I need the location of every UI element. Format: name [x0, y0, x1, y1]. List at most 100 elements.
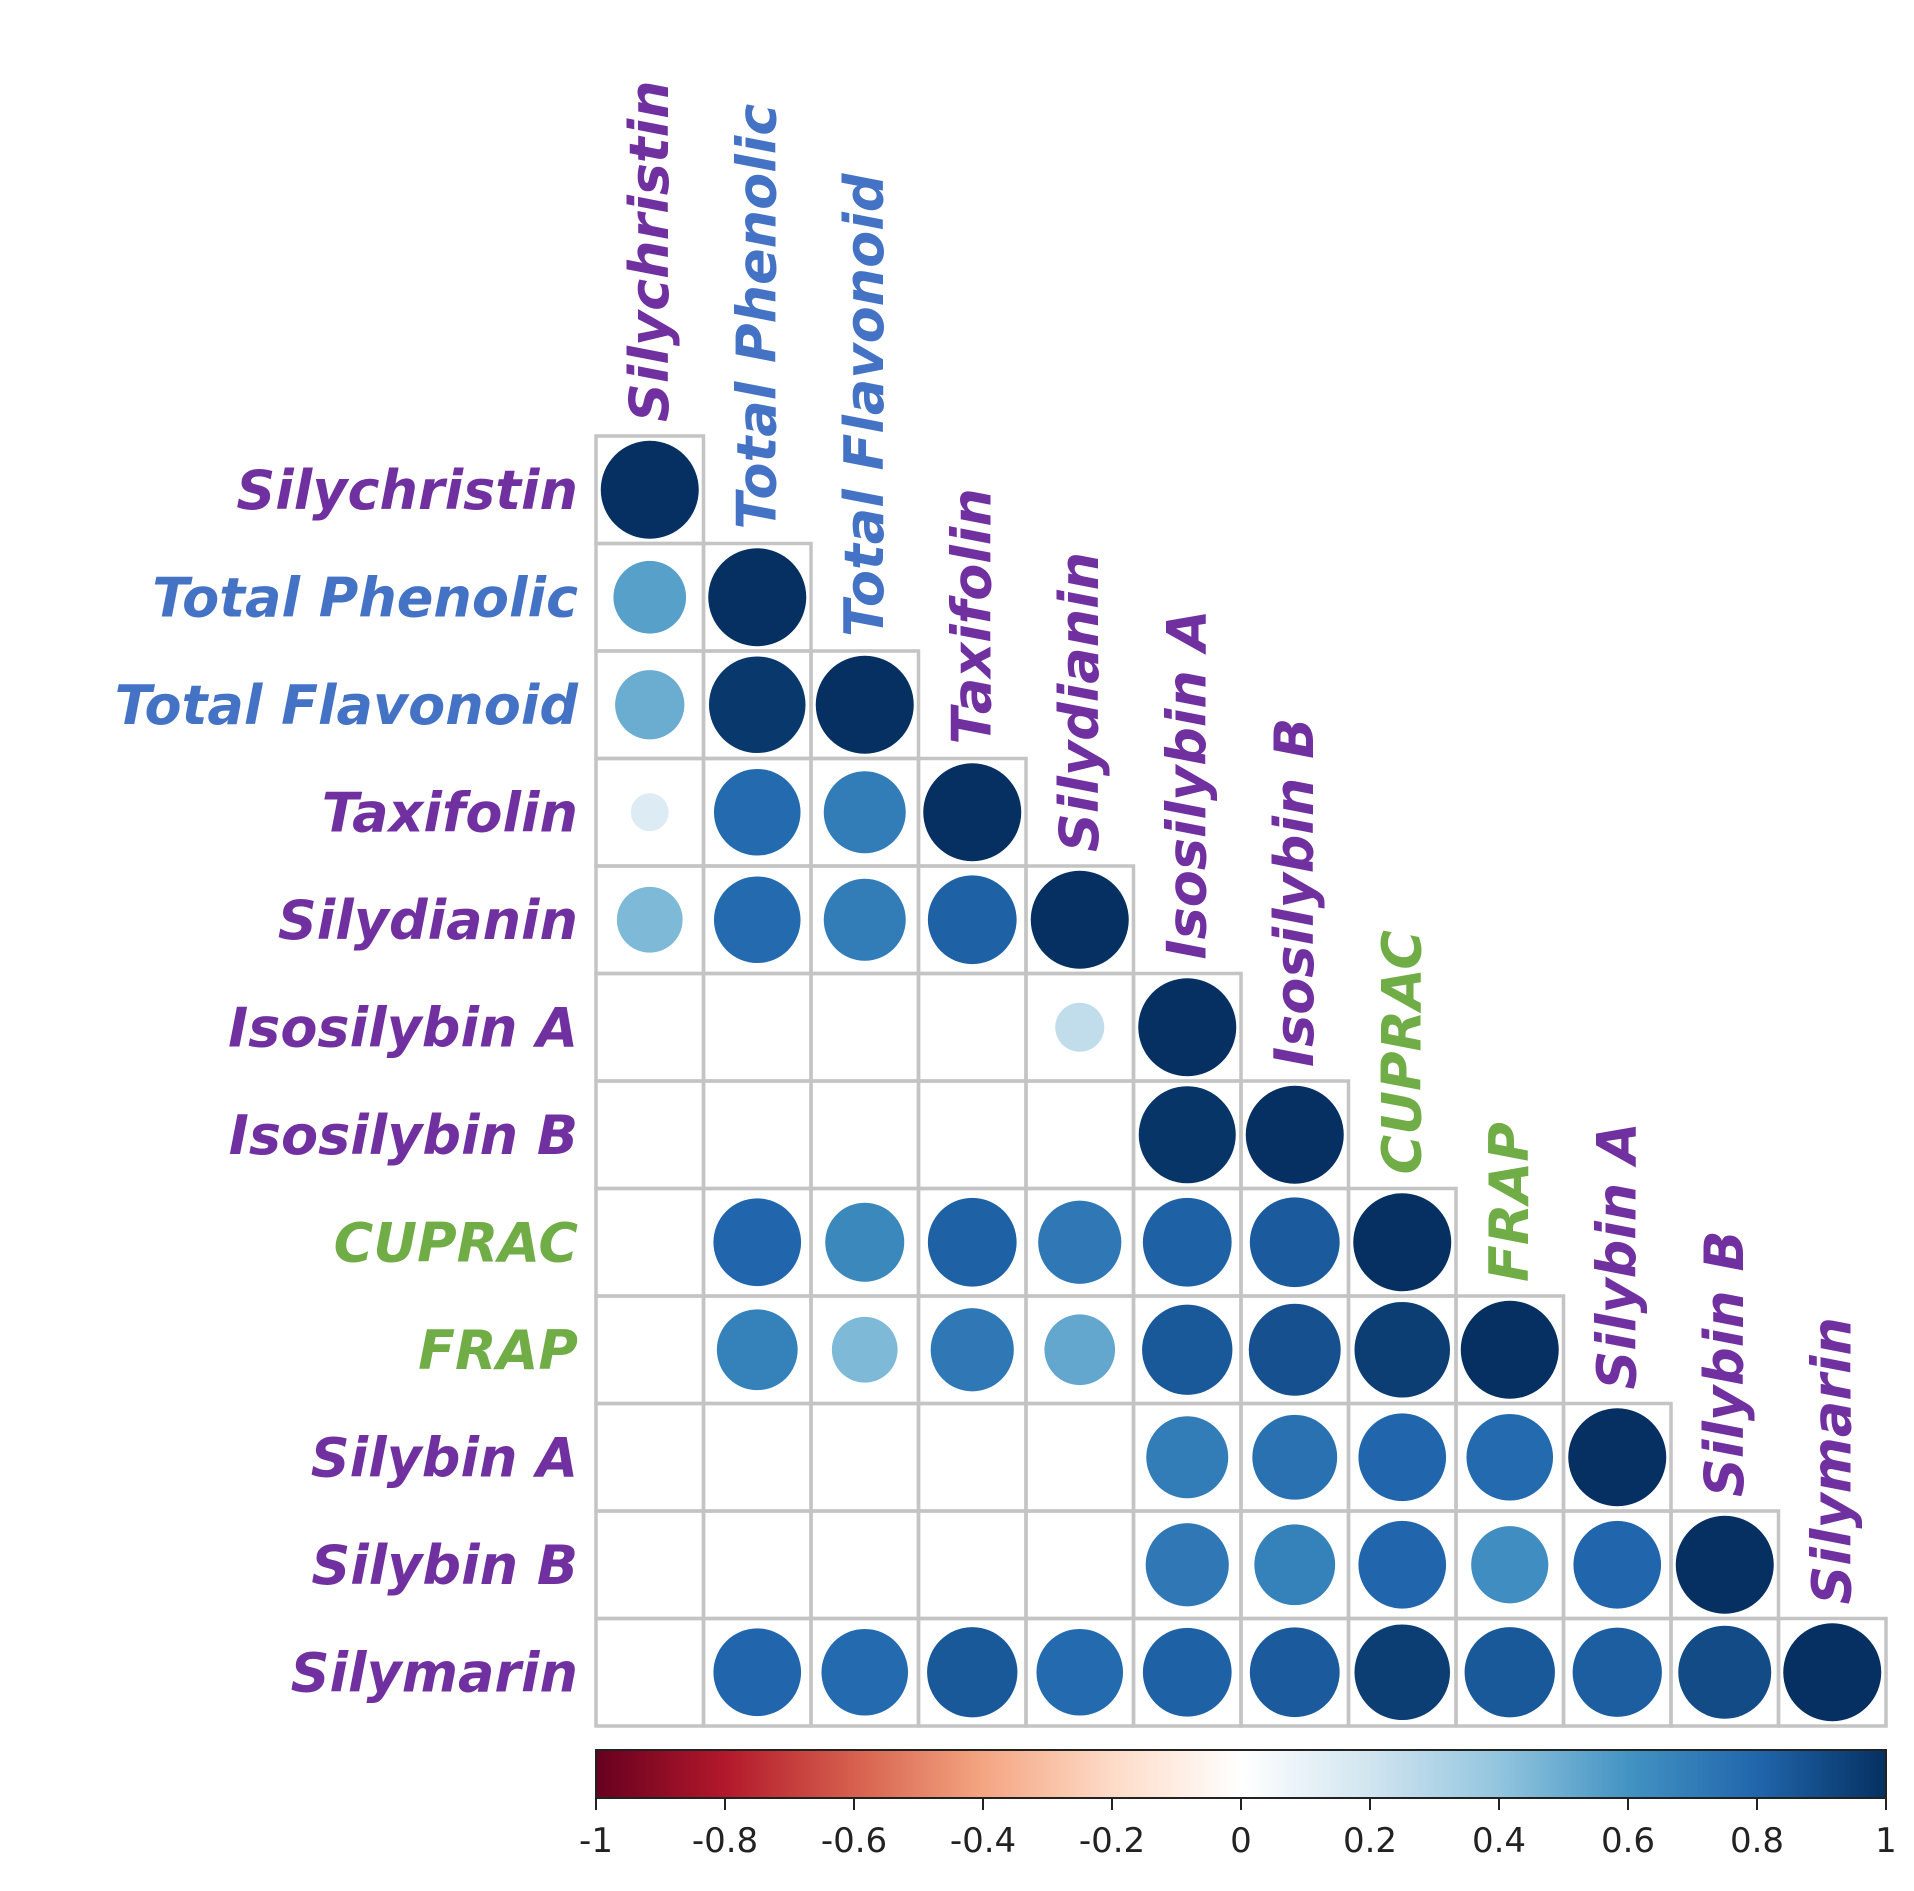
corr-circle-frap-isosilybin-b — [1248, 1303, 1341, 1396]
row-label-cuprac: CUPRAC — [334, 1211, 579, 1274]
corr-circle-silybin-a-silybin-a — [1568, 1408, 1667, 1507]
grid-cell — [701, 1509, 813, 1621]
grid-cell — [594, 1509, 706, 1621]
corr-circle-total-phenolic-silychristin — [613, 560, 687, 634]
grid-cell — [809, 1509, 921, 1621]
corr-circle-silydianin-total-phenolic — [713, 876, 801, 964]
colorbar-tick-label: 0.6 — [1601, 1821, 1655, 1861]
corr-circle-silydianin-silychristin — [616, 886, 683, 953]
corr-circle-silymarin-silybin-a — [1572, 1627, 1662, 1717]
col-label-total-flavonoid: Total Flavonoid — [833, 172, 896, 637]
col-label-cuprac: CUPRAC — [1370, 930, 1433, 1175]
grid-cell — [594, 1616, 706, 1728]
corr-circle-silymarin-frap — [1464, 1627, 1555, 1718]
corr-circle-taxifolin-taxifolin — [923, 763, 1022, 862]
grid-cell — [594, 1294, 706, 1406]
row-label-frap: FRAP — [418, 1319, 578, 1382]
corr-circle-silybin-b-silybin-a — [1573, 1520, 1662, 1609]
corr-circle-total-phenolic-total-phenolic — [708, 548, 807, 647]
corr-circle-silybin-a-frap — [1466, 1413, 1554, 1501]
corr-circle-total-flavonoid-total-phenolic — [708, 656, 806, 754]
grid-cell — [594, 1401, 706, 1513]
colorbar-tick-label: 1 — [1875, 1821, 1897, 1861]
col-label-silydianin: Silydianin — [1048, 552, 1111, 852]
row-label-total-phenolic: Total Phenolic — [152, 566, 578, 629]
col-label-taxifolin: Taxifolin — [940, 488, 1003, 744]
colorbar-tick-label: 0.2 — [1343, 1821, 1397, 1861]
grid-cell — [809, 971, 921, 1083]
corr-circle-taxifolin-silychristin — [630, 793, 669, 832]
corr-circle-silymarin-silydianin — [1036, 1628, 1124, 1716]
grid-cell — [1776, 1616, 1888, 1728]
grid-cell — [916, 1401, 1028, 1513]
grid-cell — [809, 1401, 921, 1513]
grid-cells — [594, 434, 1888, 1728]
corr-circle-silydianin-silydianin — [1030, 870, 1129, 969]
corr-circle-silydianin-taxifolin — [927, 875, 1017, 965]
corr-circle-silymarin-taxifolin — [927, 1627, 1018, 1718]
grid-cell — [701, 1079, 813, 1191]
colorbar-tick-label: 0 — [1230, 1821, 1252, 1861]
grid-cell — [916, 1509, 1028, 1621]
grid-cell — [594, 971, 706, 1083]
corr-circle-silychristin-silychristin — [600, 440, 699, 539]
grid-cell — [916, 1079, 1028, 1191]
colorbar-tick-label: -1 — [579, 1821, 613, 1861]
corr-circle-frap-total-flavonoid — [831, 1316, 898, 1383]
row-label-silychristin: Silychristin — [236, 459, 578, 522]
corr-circle-taxifolin-total-flavonoid — [823, 771, 906, 854]
colorbar: -1 -0.8 -0.6 -0.4 -0.2 0 0.2 0.4 0.6 0.8 1 — [579, 1749, 1897, 1861]
grid-cell — [916, 971, 1028, 1083]
colorbar-tick-label: -0.8 — [692, 1821, 758, 1861]
col-label-total-phenolic: Total Phenolic — [725, 104, 788, 530]
col-label-isosilybin-b: Isosilybin B — [1263, 718, 1326, 1067]
corr-circle-frap-isosilybin-a — [1142, 1304, 1233, 1395]
corr-circle-cuprac-isosilybin-a — [1142, 1197, 1232, 1287]
corr-circle-cuprac-isosilybin-b — [1249, 1197, 1340, 1288]
grid-cell — [594, 1186, 706, 1298]
col-label-frap: FRAP — [1478, 1122, 1541, 1282]
corr-circle-frap-total-phenolic — [716, 1309, 798, 1391]
corr-circle-silymarin-silybin-b — [1678, 1625, 1772, 1719]
corr-circle-silybin-a-cuprac — [1358, 1413, 1447, 1502]
row-label-silybin-b: Silybin B — [311, 1534, 578, 1597]
corr-circle-silybin-a-isosilybin-a — [1146, 1416, 1229, 1499]
grid-cell — [594, 1079, 706, 1191]
corr-circle-frap-cuprac — [1354, 1301, 1451, 1398]
col-label-isosilybin-a: Isosilybin A — [1155, 610, 1218, 960]
corr-circle-isosilybin-a-isosilybin-a — [1138, 978, 1237, 1077]
corr-circle-cuprac-total-phenolic — [713, 1198, 802, 1287]
corr-circle-silybin-b-isosilybin-a — [1145, 1523, 1229, 1607]
corr-circle-isosilybin-b-isosilybin-b — [1245, 1085, 1344, 1184]
corr-circle-silymarin-silymarin — [1783, 1623, 1882, 1722]
corr-circle-silybin-b-frap — [1471, 1526, 1549, 1604]
grid-cell — [701, 1401, 813, 1513]
correlation-circles — [600, 440, 1882, 1722]
grid-cell — [809, 1079, 921, 1191]
corr-circle-silymarin-isosilybin-a — [1142, 1627, 1232, 1717]
col-label-silychristin: Silychristin — [618, 80, 681, 422]
corr-circle-silymarin-total-phenolic — [713, 1628, 802, 1717]
colorbar-tick-label: -0.4 — [950, 1821, 1016, 1861]
row-label-silymarin: Silymarin — [291, 1641, 578, 1704]
colorbar-tick-label: -0.6 — [821, 1821, 887, 1861]
row-label-silydianin: Silydianin — [278, 889, 578, 952]
corr-circle-total-flavonoid-silychristin — [615, 670, 685, 740]
corr-circle-frap-silydianin — [1044, 1314, 1116, 1386]
corr-circle-silybin-b-cuprac — [1358, 1520, 1447, 1609]
corr-circle-silybin-b-isosilybin-b — [1254, 1524, 1336, 1606]
corr-circle-cuprac-silydianin — [1038, 1200, 1122, 1284]
colorbar-gradient — [595, 1749, 1887, 1799]
corr-circle-silybin-b-silybin-b — [1675, 1515, 1774, 1614]
colorbar-tick-label: -0.2 — [1079, 1821, 1145, 1861]
corr-circle-silybin-a-isosilybin-b — [1252, 1414, 1338, 1500]
corr-circle-cuprac-total-flavonoid — [825, 1202, 905, 1282]
row-label-total-flavonoid: Total Flavonoid — [115, 674, 580, 737]
corr-circle-silymarin-total-flavonoid — [821, 1628, 909, 1716]
row-label-silybin-a: Silybin A — [311, 1426, 578, 1489]
colorbar-tick-label: 0.4 — [1472, 1821, 1526, 1861]
corr-circle-silymarin-cuprac — [1354, 1624, 1451, 1721]
row-label-taxifolin: Taxifolin — [322, 781, 578, 844]
corr-circle-taxifolin-total-phenolic — [713, 768, 801, 856]
